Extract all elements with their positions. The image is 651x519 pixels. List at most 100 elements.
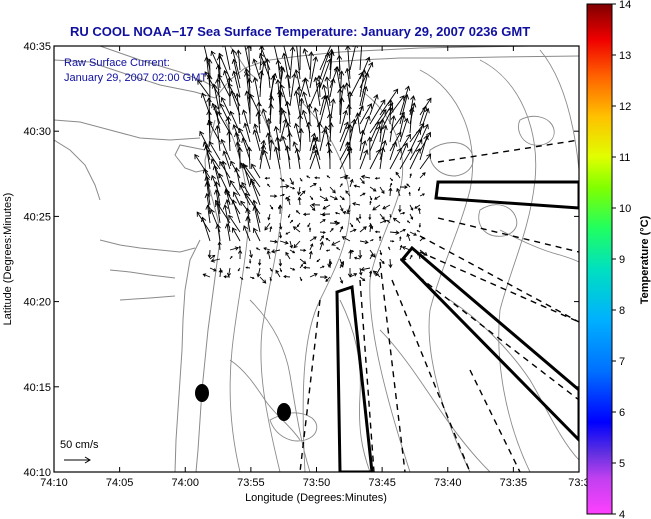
current-vector [319, 219, 326, 224]
current-vector-head [196, 211, 202, 217]
current-vector [389, 258, 392, 268]
current-vector-head [290, 219, 294, 222]
current-vector-head [204, 71, 210, 77]
current-vector [325, 126, 331, 152]
colorbar-tick-label: 5 [619, 458, 625, 470]
current-vector [215, 181, 221, 206]
current-vector [251, 164, 261, 179]
current-vector [295, 91, 301, 116]
current-vector [269, 140, 272, 161]
scale-arrow [64, 456, 91, 464]
current-vector [206, 193, 211, 215]
current-vector [242, 109, 251, 134]
current-vector-head [351, 249, 355, 253]
current-vector [347, 204, 351, 213]
current-vector-head [322, 219, 326, 223]
y-tick-label: 40:10 [23, 467, 51, 479]
current-vector-head [292, 141, 298, 147]
current-vector-head [215, 64, 222, 70]
current-vector [315, 77, 321, 107]
current-vector [349, 179, 353, 188]
current-vector-head [226, 272, 232, 277]
current-vector [319, 241, 324, 251]
current-vector [208, 120, 221, 143]
current-vector-head [210, 174, 217, 181]
current-vector [409, 231, 417, 236]
current-vector-head [347, 90, 353, 97]
current-vector-head [230, 255, 233, 258]
current-vector-head [214, 78, 221, 84]
current-vector [224, 205, 231, 233]
current-vector-head [215, 223, 221, 230]
current-vector [419, 108, 429, 134]
current-vector [279, 222, 282, 230]
current-vector-head [274, 194, 278, 198]
current-vector [402, 246, 411, 251]
current-vector [279, 93, 282, 125]
current-vector [248, 147, 251, 170]
current-vector-head [256, 101, 262, 107]
current-vector [232, 227, 241, 242]
scale-label: 50 cm/s [60, 439, 99, 451]
current-vector-head [347, 123, 353, 129]
current-vector-head [285, 251, 289, 256]
current-vector-head [278, 204, 283, 209]
current-vector-head [360, 266, 365, 272]
current-vector [331, 240, 341, 246]
current-vector [409, 204, 414, 211]
current-vector-head [260, 144, 267, 150]
current-vector-head [265, 132, 272, 138]
current-vector [218, 53, 231, 80]
current-vector-head [328, 48, 335, 54]
current-vector [229, 180, 241, 197]
current-vector-head [379, 252, 383, 256]
current-vector [296, 148, 301, 170]
current-vector [329, 195, 338, 200]
current-vector-head [404, 185, 408, 189]
current-vector-head [313, 236, 317, 240]
current-vector-head [322, 230, 326, 234]
current-vector [379, 107, 394, 134]
current-vector-head [206, 58, 213, 64]
current-vector-head [322, 205, 327, 210]
current-vector [226, 199, 231, 215]
current-vector-head [293, 90, 300, 96]
current-vector [379, 119, 384, 143]
current-vector-head [200, 92, 207, 98]
current-vector-head [301, 109, 307, 116]
current-vector-head [226, 130, 232, 136]
current-vector-head [331, 241, 336, 246]
current-vector-head [374, 121, 380, 127]
current-vector-head [321, 212, 326, 217]
current-vector [217, 111, 231, 134]
current-vector-head [402, 211, 406, 215]
current-vector-head [368, 223, 373, 228]
current-vector [419, 124, 429, 143]
current-vector [246, 208, 251, 224]
current-vector-head [404, 85, 411, 91]
current-vector-head [342, 210, 347, 215]
current-vector-head [343, 176, 347, 180]
current-vector-head [390, 182, 393, 186]
current-vector-head [332, 189, 336, 194]
current-vector-head [353, 256, 357, 260]
current-vector [287, 74, 291, 98]
colorbar-tick-label: 14 [619, 0, 631, 11]
current-vector [369, 224, 372, 233]
current-vector-head [319, 241, 324, 246]
current-vector [309, 243, 313, 251]
current-vector-head [226, 76, 233, 82]
current-vector [369, 94, 378, 116]
current-vector-head [232, 227, 237, 233]
current-vector-head [258, 262, 262, 266]
current-vector [389, 188, 392, 197]
current-vector-head [207, 119, 213, 126]
current-vector-head [306, 121, 312, 127]
current-vector-head [269, 278, 272, 282]
current-vector-head [398, 209, 402, 213]
current-vector-head [298, 128, 304, 134]
figure-title: RU COOL NOAA−17 Sea Surface Temperature:… [70, 24, 530, 39]
x-tick-label: 74:10 [40, 477, 68, 489]
current-vector [207, 205, 211, 224]
current-vector [339, 175, 348, 179]
